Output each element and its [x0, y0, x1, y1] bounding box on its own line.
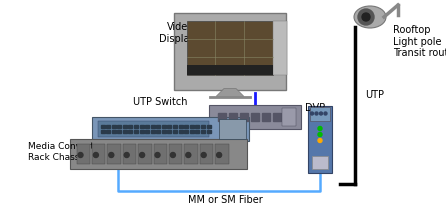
Circle shape: [324, 112, 327, 115]
Bar: [100, 130, 104, 133]
Bar: [206, 130, 211, 133]
FancyBboxPatch shape: [209, 105, 301, 129]
Bar: [218, 113, 226, 121]
Circle shape: [124, 153, 129, 158]
FancyBboxPatch shape: [91, 118, 248, 141]
Ellipse shape: [354, 7, 386, 29]
Bar: [128, 130, 132, 133]
Bar: [117, 125, 121, 128]
Bar: [145, 125, 149, 128]
Bar: [206, 125, 211, 128]
Circle shape: [310, 112, 314, 115]
Circle shape: [109, 153, 114, 158]
Bar: [100, 125, 104, 128]
FancyBboxPatch shape: [107, 144, 121, 164]
FancyBboxPatch shape: [169, 144, 182, 164]
Bar: [190, 125, 194, 128]
Circle shape: [140, 153, 145, 158]
Bar: [167, 125, 171, 128]
Circle shape: [358, 10, 374, 26]
FancyBboxPatch shape: [138, 144, 152, 164]
Bar: [140, 130, 144, 133]
Bar: [134, 130, 138, 133]
Bar: [190, 130, 194, 133]
Bar: [128, 125, 132, 128]
Bar: [162, 130, 166, 133]
Circle shape: [362, 14, 370, 22]
Bar: [273, 113, 281, 121]
Circle shape: [201, 153, 206, 158]
Text: DVR: DVR: [305, 102, 326, 112]
FancyBboxPatch shape: [70, 139, 247, 169]
Bar: [195, 130, 199, 133]
Bar: [117, 130, 121, 133]
Bar: [134, 125, 138, 128]
FancyBboxPatch shape: [310, 107, 330, 121]
Bar: [173, 125, 177, 128]
Bar: [173, 130, 177, 133]
FancyBboxPatch shape: [153, 144, 167, 164]
Text: Rooftop
Light pole
Transit route: Rooftop Light pole Transit route: [393, 25, 446, 58]
FancyBboxPatch shape: [123, 144, 136, 164]
Circle shape: [186, 153, 191, 158]
Bar: [162, 125, 166, 128]
Bar: [151, 130, 155, 133]
Circle shape: [93, 153, 99, 158]
Bar: [140, 125, 144, 128]
Circle shape: [155, 153, 160, 158]
Bar: [156, 130, 160, 133]
FancyBboxPatch shape: [312, 156, 328, 169]
Circle shape: [78, 153, 83, 158]
Bar: [201, 125, 205, 128]
Circle shape: [319, 112, 322, 115]
FancyBboxPatch shape: [92, 144, 105, 164]
Bar: [112, 125, 116, 128]
Bar: [156, 125, 160, 128]
FancyBboxPatch shape: [187, 66, 273, 76]
Bar: [240, 113, 248, 121]
Bar: [262, 113, 270, 121]
Bar: [251, 113, 259, 121]
Circle shape: [217, 153, 222, 158]
Circle shape: [318, 127, 322, 131]
Bar: [178, 130, 182, 133]
Text: MM or SM Fiber: MM or SM Fiber: [188, 194, 262, 204]
Circle shape: [318, 139, 322, 143]
Bar: [106, 125, 110, 128]
Bar: [123, 130, 127, 133]
Bar: [106, 130, 110, 133]
Text: UTP: UTP: [365, 90, 384, 100]
Bar: [195, 125, 199, 128]
Bar: [229, 113, 237, 121]
Text: Media Converter
Rack Chassis: Media Converter Rack Chassis: [28, 142, 103, 161]
Bar: [151, 125, 155, 128]
FancyBboxPatch shape: [273, 22, 287, 76]
FancyBboxPatch shape: [282, 109, 296, 126]
FancyBboxPatch shape: [98, 121, 209, 137]
Bar: [123, 125, 127, 128]
Bar: [201, 130, 205, 133]
FancyBboxPatch shape: [200, 144, 213, 164]
Bar: [112, 130, 116, 133]
Text: Video
Displays: Video Displays: [159, 22, 201, 44]
Circle shape: [315, 112, 318, 115]
Bar: [167, 130, 171, 133]
FancyBboxPatch shape: [308, 106, 332, 173]
Bar: [184, 130, 188, 133]
FancyBboxPatch shape: [77, 144, 90, 164]
Bar: [184, 125, 188, 128]
FancyBboxPatch shape: [215, 144, 228, 164]
Polygon shape: [216, 89, 244, 97]
FancyBboxPatch shape: [187, 22, 273, 76]
Circle shape: [318, 133, 322, 137]
FancyBboxPatch shape: [219, 119, 245, 139]
FancyBboxPatch shape: [184, 144, 198, 164]
Text: UTP Switch: UTP Switch: [133, 96, 187, 106]
Bar: [145, 130, 149, 133]
Circle shape: [170, 153, 175, 158]
Bar: [178, 125, 182, 128]
FancyBboxPatch shape: [174, 13, 286, 90]
